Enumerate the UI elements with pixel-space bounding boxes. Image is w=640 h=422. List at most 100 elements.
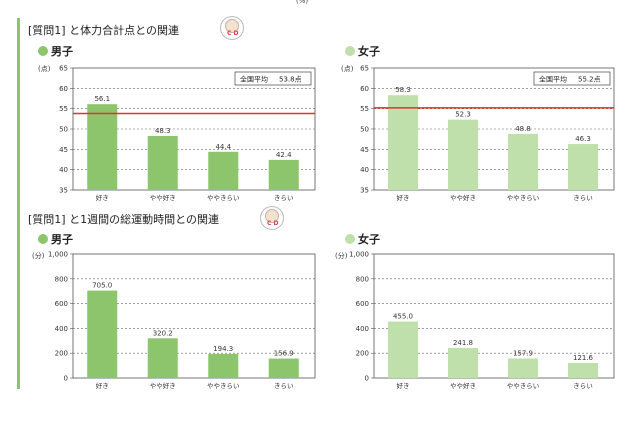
value-label: 44.4 [215,143,231,151]
bar [508,358,538,378]
y-tick-label: 200 [356,350,369,358]
panel-title-text: 男子 [51,233,73,246]
category-label: ややきらい [207,382,240,390]
bar [208,151,239,190]
bar [568,362,598,378]
panel-title-text: 男子 [51,45,73,58]
unit-label-top: (%) [296,0,309,5]
cd-icon[interactable]: C D [220,16,244,40]
value-label: 241.8 [453,339,473,347]
value-label: 455.0 [393,313,413,321]
bar [388,321,418,378]
value-label: 156.9 [274,350,294,358]
panel-title-female-1: 女子 [345,43,380,59]
y-unit-label: (点) [38,65,51,73]
value-label: 56.1 [94,95,110,103]
y-unit-label: (分) [32,251,45,260]
cd-icon[interactable]: C D [260,206,284,230]
section-title-2: [質問1] と1週間の総運動時間との関連 [28,213,219,226]
y-tick-label: 40 [59,166,68,174]
category-label: ややきらい [507,194,540,202]
y-tick-label: 600 [55,300,68,308]
category-label: ややきらい [507,382,540,390]
y-tick-label: 0 [64,375,68,383]
average-legend-box [234,71,312,86]
y-tick-label: 55 [360,105,369,113]
value-label: 194.3 [213,345,233,353]
bar [448,119,478,190]
category-label: やや好き [150,193,176,202]
bar [268,358,299,378]
panel-title-male-1: 男子 [38,43,73,59]
category-label: きらい [274,194,294,202]
face-icon [225,19,239,33]
y-unit-label: (点) [341,65,354,73]
average-legend-label: 全国平均 [539,75,567,84]
y-tick-label: 45 [360,146,369,154]
y-tick-label: 200 [55,350,68,358]
bar [208,353,239,378]
category-label: 好き [96,193,109,202]
section-accent-bar [17,18,20,389]
male-dot-icon [38,46,48,56]
value-label: 705.0 [92,282,112,290]
y-tick-label: 0 [365,375,369,383]
bar [568,144,598,190]
category-label: きらい [573,382,593,390]
panel-title-male-2: 男子 [38,231,73,247]
y-tick-label: 65 [360,65,369,73]
y-tick-label: 60 [59,85,68,93]
panel-title-text: 女子 [358,45,380,58]
value-label: 121.6 [573,354,594,362]
bar [388,95,418,190]
panel-title-female-2: 女子 [345,231,380,247]
y-tick-label: 35 [59,187,68,195]
female-dot-icon [345,46,355,56]
bar [147,338,178,378]
y-tick-label: 35 [360,187,369,195]
value-label: 58.3 [395,86,411,94]
average-legend-box [533,71,611,86]
y-tick-label: 1,000 [48,251,68,259]
y-tick-label: 50 [360,126,369,134]
category-label: きらい [274,382,294,390]
y-tick-label: 400 [356,325,369,333]
category-label: やや好き [450,193,476,202]
bar [147,135,178,190]
plot-frame [373,253,615,379]
y-tick-label: 60 [360,85,369,93]
y-tick-label: 40 [360,166,369,174]
value-label: 46.3 [575,135,591,143]
y-tick-label: 800 [356,275,369,283]
section-title-1: [質問1] と体力合計点との関連 [28,24,179,37]
category-label: やや好き [450,381,476,390]
value-label: 157.9 [513,349,533,357]
y-unit-label: (分) [335,251,348,260]
average-legend-value: 53.8点 [279,76,302,84]
bar [268,159,299,190]
value-label: 42.4 [276,151,292,159]
plot-frame [72,253,316,379]
bar [448,348,478,378]
bar [87,104,118,190]
panel-title-text: 女子 [358,233,380,246]
category-label: ややきらい [207,194,240,202]
category-label: やや好き [150,381,176,390]
y-tick-label: 65 [59,65,68,73]
y-tick-label: 1,000 [349,251,369,259]
category-label: 好き [96,381,109,390]
face-icon [265,209,279,223]
y-tick-label: 600 [356,300,369,308]
y-tick-label: 45 [59,146,68,154]
cd-icon-text: C D [227,30,239,37]
y-tick-label: 800 [55,275,68,283]
category-label: 好き [397,381,410,390]
y-tick-label: 400 [55,325,68,333]
bar [87,290,118,378]
average-legend-value: 55.2点 [578,76,601,84]
category-label: 好き [397,193,410,202]
cd-icon-text: C D [267,220,279,227]
male-dot-icon [38,234,48,244]
average-legend-label: 全国平均 [240,75,268,84]
